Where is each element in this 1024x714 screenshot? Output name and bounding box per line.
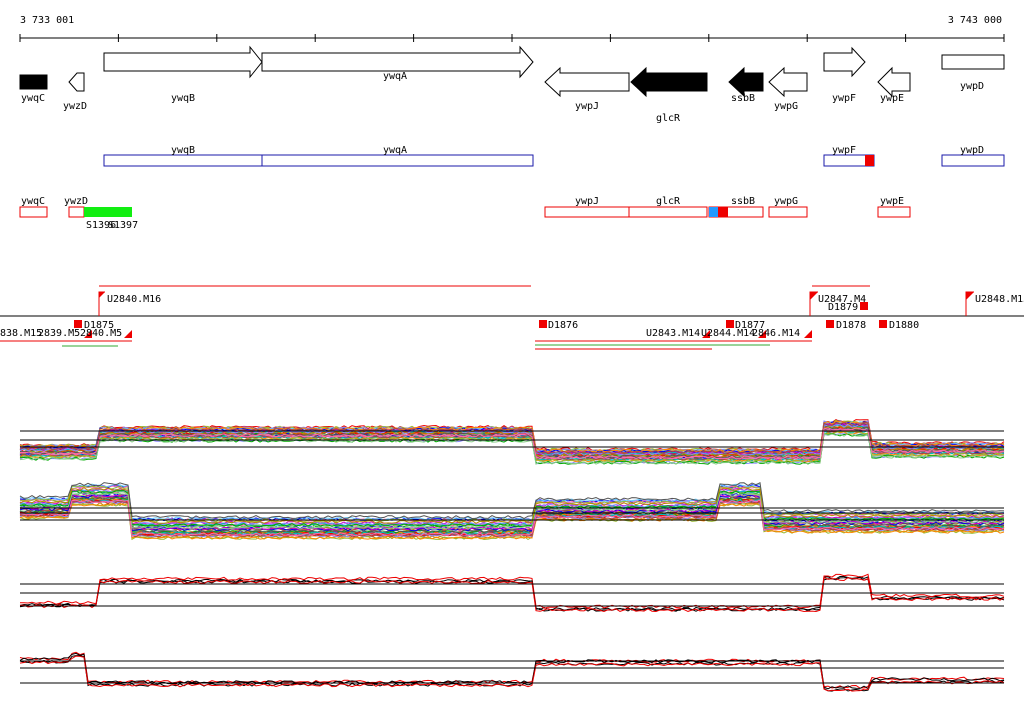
- transcript-label: D1877: [735, 320, 765, 331]
- operon-mark: [865, 155, 874, 166]
- ruler-ticks: [19, 34, 1005, 42]
- gene: [544, 66, 630, 98]
- site-label: S1397: [108, 220, 138, 231]
- gene-label: ywpF: [832, 93, 856, 104]
- ruler-end: 3 743 000: [948, 15, 1002, 26]
- transcript-label: 2846.M14: [752, 328, 800, 339]
- operon: [941, 154, 1005, 167]
- feature: [544, 206, 630, 218]
- gene: [768, 66, 808, 98]
- gene: [68, 72, 85, 92]
- operon: [103, 154, 263, 167]
- feature: [768, 206, 808, 218]
- flag: [879, 320, 887, 328]
- gene-label: ssbB: [731, 93, 755, 104]
- flag: [124, 330, 132, 338]
- operon-label: ywpD: [960, 145, 984, 156]
- gene-label: ywpE: [880, 93, 904, 104]
- gene: [630, 66, 708, 98]
- gene: [728, 66, 764, 98]
- profile: [19, 491, 1005, 529]
- site-label: S1396: [86, 220, 116, 231]
- operon-label: ywpF: [832, 145, 856, 156]
- transcript-label: 2840.M5: [80, 328, 122, 339]
- flag: [966, 292, 974, 300]
- gene-label: glcR: [656, 113, 681, 124]
- gene-label: ywqC: [21, 93, 45, 104]
- flag: [702, 330, 710, 338]
- flag: [826, 320, 834, 328]
- gene: [877, 66, 911, 98]
- transcript-track: U2840.M16 838.M15 2839.M5 D1875 2840.M5 …: [0, 285, 1024, 350]
- feature: [19, 206, 48, 218]
- gene-label: ywqB: [171, 93, 195, 104]
- operon-label: ywqA: [383, 145, 407, 156]
- profile: [20, 492, 1005, 530]
- transcript-label: D1879: [828, 302, 858, 313]
- feature-label: ywpG: [774, 196, 798, 207]
- gene-label: ywpD: [960, 81, 984, 92]
- flag: [74, 320, 82, 328]
- feature-mark: [709, 207, 718, 217]
- transcript-label: D1875: [84, 320, 114, 331]
- feature-label: ywzD: [64, 196, 88, 207]
- profile: [19, 655, 1005, 692]
- transcript-label: 2839.M5: [38, 328, 80, 339]
- feature: [68, 206, 85, 218]
- feature-label: ssbB: [731, 196, 755, 207]
- gene: [941, 54, 1005, 70]
- flag: [84, 330, 92, 338]
- feature-label: ywpJ: [575, 196, 599, 207]
- gene-label: ywpJ: [575, 101, 599, 112]
- expression-tracks: [19, 419, 1005, 692]
- flag: [810, 292, 818, 300]
- feature-mark: [718, 207, 728, 217]
- profile: [19, 576, 1005, 612]
- flag: [99, 292, 105, 298]
- transcript-label: D1878: [836, 320, 866, 331]
- transcript-label: U2844.M14: [701, 328, 755, 339]
- gene: [823, 46, 866, 78]
- profile: [19, 496, 1005, 534]
- operon: [261, 154, 534, 167]
- flag: [804, 330, 812, 338]
- feature-label: glcR: [656, 196, 681, 207]
- gene-track: ywqC ywzD ywqB ywqA ywpJ glcR ssbB ywpG …: [19, 45, 1005, 124]
- transcript-label: D1880: [889, 320, 919, 331]
- gene-label: ywpG: [774, 101, 798, 112]
- operon-label: ywqB: [171, 145, 195, 156]
- flag: [726, 320, 734, 328]
- ruler-start: 3 733 001: [20, 15, 74, 26]
- profile: [19, 655, 1005, 692]
- profile: [19, 481, 1005, 520]
- transcript-label: U2840.M16: [107, 294, 161, 305]
- transcript-label: D1876: [548, 320, 578, 331]
- gene: [19, 74, 48, 90]
- feature-label: ywpE: [880, 196, 904, 207]
- flag: [860, 302, 868, 310]
- gene: [103, 45, 263, 79]
- site: [84, 207, 132, 217]
- profile: [19, 427, 1005, 460]
- gene-label: ywzD: [63, 101, 87, 112]
- transcript-label: U2847.M4: [818, 294, 866, 305]
- profile: [19, 576, 1005, 613]
- gene-label: ywqA: [383, 71, 407, 82]
- feature-track: ywqC ywzD ywpJ glcR ssbB ywpG ywpE S1396…: [19, 196, 911, 231]
- transcript-label: U2848.M15: [975, 294, 1024, 305]
- profile: [19, 573, 1005, 609]
- flag: [758, 330, 766, 338]
- profile: [19, 499, 1005, 537]
- operon-track: ywqB ywqA ywpF ywpD: [103, 145, 1005, 167]
- feature: [628, 206, 708, 218]
- transcript-label: 838.M15: [0, 328, 42, 339]
- profile: [19, 420, 1005, 453]
- gene: [261, 45, 534, 79]
- flag: [539, 320, 547, 328]
- feature: [877, 206, 911, 218]
- feature-label: ywqC: [21, 196, 45, 207]
- transcript-label: U2843.M14: [646, 328, 700, 339]
